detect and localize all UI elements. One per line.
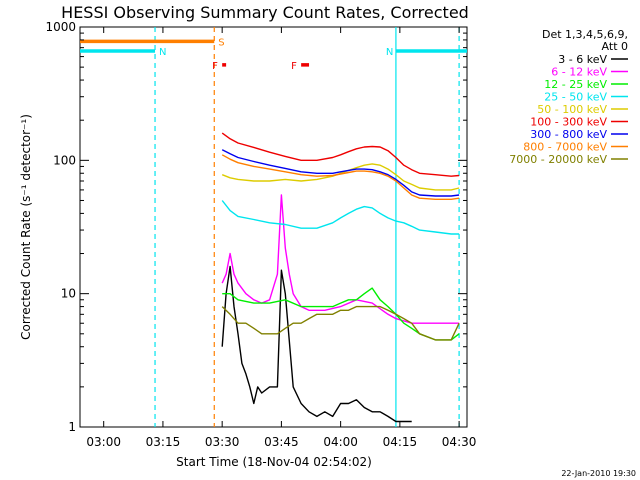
- legend-entry-8: 7000 - 20000 keV: [509, 153, 607, 166]
- y-tick-label-3: 1000: [45, 20, 76, 34]
- plot-frame: [79, 26, 468, 428]
- flag-label-1: N: [159, 47, 166, 58]
- y-axis-label: Corrected Count Rate (s⁻¹ detector⁻¹): [19, 114, 33, 340]
- x-tick-label-6: 04:30: [442, 435, 477, 449]
- x-tick-label-3: 03:45: [264, 435, 299, 449]
- series-line-8: [221, 305, 460, 341]
- flag-label-2: N: [386, 47, 393, 58]
- series-line-6: [221, 149, 460, 197]
- legend-entry-3: 25 - 50 keV: [544, 91, 607, 104]
- series-line-2: [222, 287, 460, 341]
- legend-entry-2: 12 - 25 keV: [544, 78, 607, 91]
- legend-header-1: Att 0: [602, 40, 628, 53]
- legend-entry-0: 3 - 6 keV: [558, 53, 607, 66]
- legend-entry-5: 100 - 300 keV: [530, 116, 607, 129]
- series-line-1: [221, 194, 460, 324]
- legend-entry-4: 50 - 100 keV: [537, 103, 607, 116]
- x-tick-label-0: 03:00: [86, 435, 121, 449]
- timestamp-footer: 22-Jan-2010 19:30: [561, 469, 636, 478]
- plot-area: S N N F F: [79, 26, 468, 428]
- x-tick-label-1: 03:15: [146, 435, 181, 449]
- y-tick-label-1: 10: [61, 287, 76, 301]
- series-line-4: [221, 163, 460, 191]
- flag-label-3: F: [212, 61, 218, 72]
- flag-label-0: S: [218, 37, 224, 48]
- chart-title: HESSI Observing Summary Count Rates, Cor…: [61, 3, 469, 22]
- y-tick-label-2: 100: [53, 153, 76, 167]
- x-axis-label: Start Time (18-Nov-04 02:54:02): [176, 455, 372, 469]
- legend-entry-6: 300 - 800 keV: [530, 128, 607, 141]
- x-tick-label-4: 04:00: [323, 435, 358, 449]
- y-tick-label-0: 1: [68, 420, 76, 434]
- x-tick-label-2: 03:30: [205, 435, 240, 449]
- series-line-3: [221, 200, 460, 235]
- flag-label-4: F: [291, 61, 297, 72]
- legend-header-0: Det 1,3,4,5,6,9,: [542, 28, 628, 41]
- y-axis: 1 10 100 1000: [45, 20, 467, 434]
- legend-entry-1: 6 - 12 keV: [551, 66, 607, 79]
- x-axis: 03:00 03:15 03:30 03:45 04:00 04:15 04:30: [86, 27, 476, 449]
- flag-bars: S N N F F: [80, 37, 467, 72]
- vertical-markers: [154, 27, 460, 427]
- data-series: [221, 132, 460, 423]
- x-tick-label-5: 04:15: [383, 435, 418, 449]
- series-line-0: [221, 265, 412, 423]
- series-line-7: [221, 154, 460, 201]
- legend-entry-7: 800 - 7000 keV: [523, 141, 607, 154]
- series-line-5: [221, 132, 460, 177]
